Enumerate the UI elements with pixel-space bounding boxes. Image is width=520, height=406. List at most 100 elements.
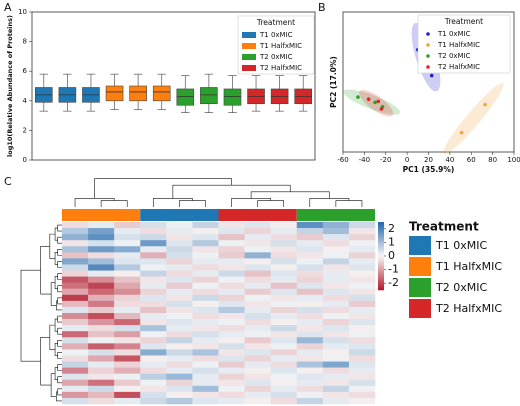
heatmap-cell bbox=[114, 355, 141, 362]
heatmap-cell bbox=[140, 276, 167, 283]
heatmap-cell bbox=[244, 300, 271, 308]
heatmap-cell bbox=[192, 337, 219, 344]
heatmap-cell bbox=[166, 397, 193, 405]
heatmap-cell bbox=[192, 373, 219, 381]
heatmap-cell bbox=[296, 246, 324, 253]
heatmap-cell bbox=[270, 222, 298, 229]
heatmap-cell bbox=[348, 234, 376, 241]
heatmap-cell bbox=[88, 361, 115, 368]
heatmap-cell bbox=[296, 306, 324, 314]
x-tick-label: -20 bbox=[380, 156, 391, 164]
heatmap-cell bbox=[88, 246, 115, 253]
heatmap-cell bbox=[140, 288, 167, 296]
heatmap-cell bbox=[348, 258, 376, 265]
heatmap-cell bbox=[140, 228, 167, 235]
heatmap-cell bbox=[322, 294, 350, 302]
heatmap-cell bbox=[88, 252, 115, 259]
heatmap-cell bbox=[244, 397, 271, 405]
legend-label: T1 0xMIC bbox=[259, 31, 293, 39]
box bbox=[176, 88, 195, 106]
colorbar-tick-label: 2 bbox=[388, 222, 395, 235]
row-dendrogram bbox=[57, 273, 62, 280]
heatmap-cell bbox=[270, 252, 298, 259]
heatmap-cell bbox=[218, 355, 245, 362]
heatmap-cell bbox=[322, 246, 350, 253]
heatmap-cell bbox=[218, 258, 245, 265]
colorbar-strip bbox=[378, 232, 384, 235]
heatmap-cell bbox=[296, 367, 324, 374]
colorbar-strip bbox=[378, 233, 384, 236]
x-tick-label: 80 bbox=[488, 156, 497, 164]
x-tick-label: 0 bbox=[405, 156, 409, 164]
heatmap-cell bbox=[114, 343, 141, 350]
row-dendrogram bbox=[50, 373, 57, 397]
point bbox=[366, 97, 371, 102]
heatmap-cell bbox=[166, 246, 193, 253]
heatmap-cell bbox=[218, 270, 245, 277]
row-dendrogram bbox=[54, 343, 58, 356]
colorbar-strip bbox=[378, 227, 384, 230]
heatmap-cell bbox=[244, 313, 271, 320]
column-dendrogram bbox=[309, 198, 350, 207]
column-dendrogram bbox=[179, 200, 206, 207]
heatmap-cell bbox=[270, 391, 298, 399]
row-dendrogram bbox=[20, 269, 41, 362]
heatmap-cell bbox=[192, 367, 219, 374]
column-dendrogram bbox=[231, 198, 271, 207]
heatmap-cell bbox=[62, 234, 89, 241]
colorbar-strip bbox=[378, 288, 384, 291]
heatmap-cell bbox=[322, 306, 350, 314]
heatmap-cell bbox=[244, 270, 271, 277]
heatmap-cell bbox=[192, 355, 219, 362]
heatmap-cell bbox=[114, 258, 141, 265]
heatmap-cell bbox=[62, 252, 89, 259]
colorbar-strip bbox=[378, 230, 384, 233]
heatmap-cell bbox=[322, 319, 350, 326]
row-dendrogram bbox=[57, 224, 62, 232]
heatmap-cell bbox=[218, 319, 245, 326]
heatmap-cell bbox=[114, 319, 141, 326]
x-tick-label: -40 bbox=[359, 156, 370, 164]
heatmap-cell bbox=[348, 252, 376, 259]
heatmap-cell bbox=[62, 355, 89, 362]
heatmap-cell bbox=[114, 276, 141, 283]
colorbar-strip bbox=[378, 252, 384, 255]
heatmap-cell bbox=[296, 385, 324, 393]
colorbar-strip bbox=[378, 262, 384, 265]
y-axis-label: log10(Relative Abundance of Proteins) bbox=[6, 15, 14, 157]
row-dendrogram bbox=[54, 227, 58, 241]
heatmap-cell bbox=[114, 222, 141, 229]
colorbar-strip bbox=[378, 276, 384, 279]
heatmap-cell bbox=[270, 397, 298, 405]
heatmap-cell bbox=[114, 337, 141, 344]
legend-swatch bbox=[409, 236, 431, 255]
legend-label: T1 0xMIC bbox=[435, 239, 487, 252]
heatmap-cell bbox=[192, 234, 219, 241]
heatmap-cell bbox=[62, 240, 89, 247]
row-dendrogram bbox=[57, 340, 62, 347]
heatmap-cell bbox=[218, 313, 245, 320]
y-tick-label: 2 bbox=[23, 126, 27, 134]
heatmap-cell bbox=[166, 337, 193, 344]
legend-swatch bbox=[409, 299, 431, 318]
colorbar-strip bbox=[378, 250, 384, 253]
heatmap-cell bbox=[192, 343, 219, 350]
heatmap-cell bbox=[62, 349, 89, 356]
heatmap-cell bbox=[140, 319, 167, 326]
heatmap-cell bbox=[244, 373, 271, 381]
heatmap-cell bbox=[140, 282, 167, 290]
heatmap-cell bbox=[322, 343, 350, 350]
panel-label: B bbox=[318, 1, 326, 14]
heatmap-cell bbox=[192, 252, 219, 259]
heatmap-cell bbox=[166, 373, 193, 381]
row-dendrogram bbox=[49, 233, 56, 259]
heatmap-cell bbox=[166, 276, 193, 283]
heatmap-cell bbox=[140, 240, 167, 247]
heatmap-cell bbox=[270, 325, 298, 332]
heatmap-cell bbox=[192, 379, 219, 387]
heatmap-cell bbox=[244, 228, 271, 235]
legend-swatch bbox=[242, 65, 256, 71]
colorbar-strip bbox=[378, 254, 384, 257]
heatmap-cell bbox=[192, 222, 219, 229]
heatmap-cell bbox=[140, 258, 167, 265]
